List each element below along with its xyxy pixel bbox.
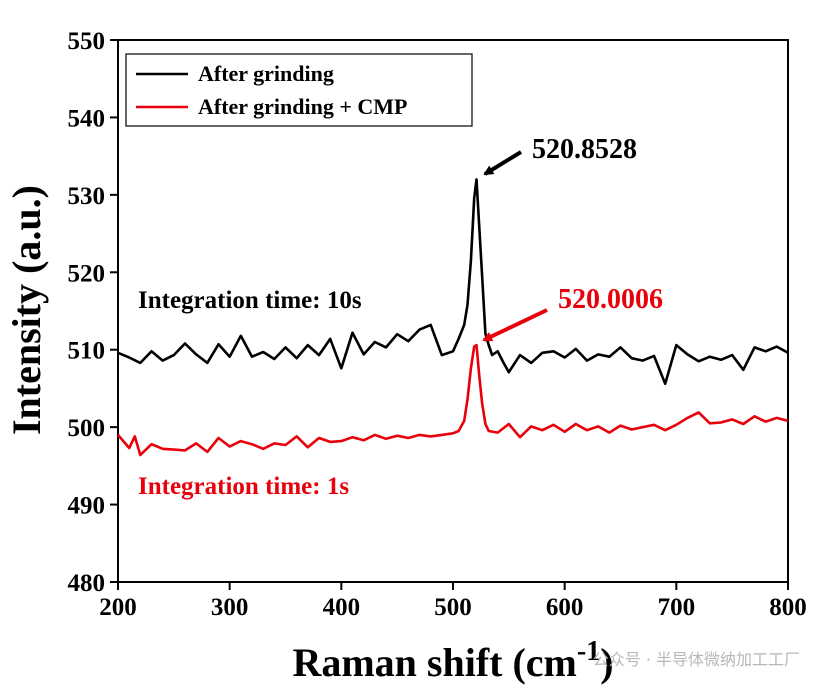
x-tick-label: 400 bbox=[323, 594, 361, 621]
axis-ticks bbox=[110, 39, 789, 590]
x-tick-label: 500 bbox=[434, 594, 472, 621]
legend-label-after-grinding: After grinding bbox=[198, 61, 334, 86]
peak-label-black: 520.8528 bbox=[532, 134, 637, 165]
series-line-after-grinding-cmp bbox=[117, 343, 789, 457]
axis-tick-labels: 200 300 400 500 600 700 800 480 490 500 510 520 530 5… bbox=[68, 28, 807, 621]
watermark: 公众号 · 半导体微纳加工工厂 bbox=[593, 650, 800, 669]
y-tick-label: 520 bbox=[68, 260, 106, 287]
y-tick-label: 510 bbox=[68, 338, 106, 365]
x-tick-label: 300 bbox=[211, 594, 249, 621]
y-tick-label: 490 bbox=[68, 493, 106, 520]
peak-arrow-black bbox=[483, 150, 523, 176]
legend: After grinding After grinding + CMP bbox=[125, 53, 473, 127]
y-tick-label: 550 bbox=[68, 28, 106, 55]
peak-arrow-red bbox=[482, 308, 548, 342]
x-tick-label: 600 bbox=[546, 594, 584, 621]
x-tick-label: 200 bbox=[99, 594, 137, 621]
y-tick-label: 480 bbox=[68, 570, 106, 597]
y-axis-title: Intensity (a.u.) bbox=[4, 185, 49, 435]
integration-time-1s: Integration time: 1s bbox=[138, 473, 349, 500]
integration-time-10s: Integration time: 10s bbox=[138, 287, 362, 314]
legend-box bbox=[125, 53, 473, 127]
legend-label-after-grinding-cmp: After grinding + CMP bbox=[198, 94, 408, 119]
peak-label-red: 520.0006 bbox=[558, 284, 663, 315]
x-tick-label: 800 bbox=[769, 594, 807, 621]
y-tick-label: 530 bbox=[68, 183, 106, 210]
x-tick-label: 700 bbox=[658, 594, 696, 621]
y-tick-label: 500 bbox=[68, 415, 106, 442]
series-line-after-grinding bbox=[117, 178, 789, 386]
x-axis-title: Raman shift (cm-1) bbox=[292, 636, 613, 685]
y-tick-label: 540 bbox=[68, 105, 106, 132]
